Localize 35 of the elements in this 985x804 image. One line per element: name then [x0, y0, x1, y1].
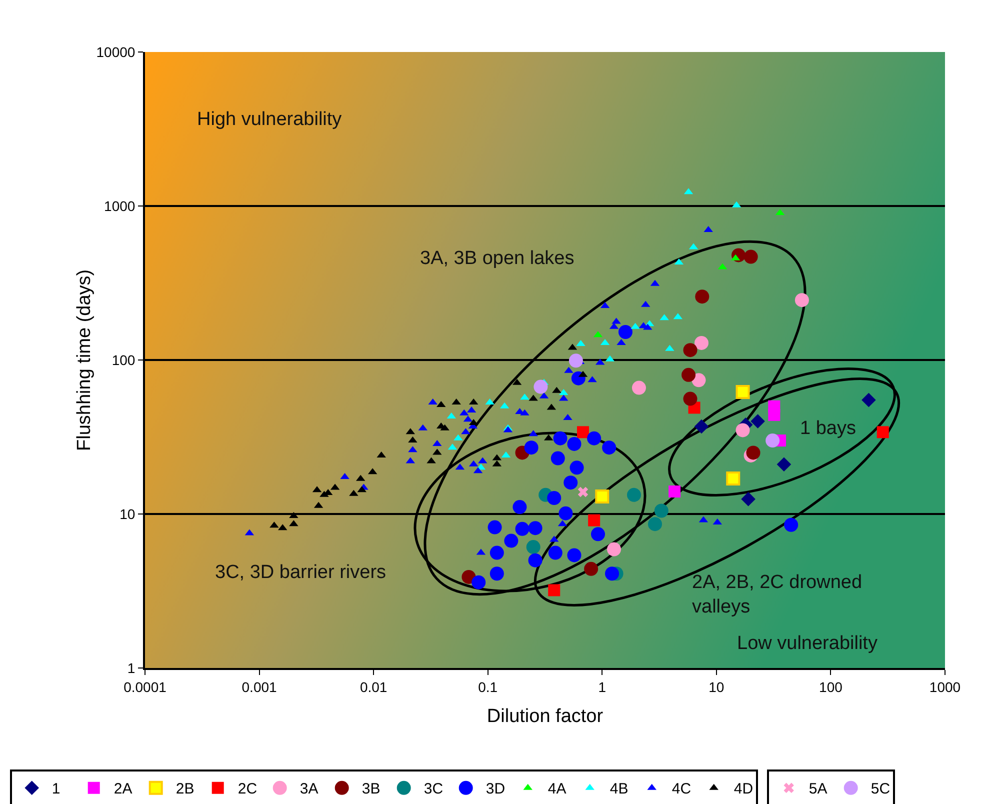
legend-label: 4A — [548, 780, 566, 798]
x-tick-label: 1000 — [929, 678, 961, 695]
x-tick-label: 0.01 — [360, 678, 388, 695]
annotation: Low vulnerability — [737, 633, 878, 654]
x-tick-label: 1 — [598, 678, 606, 695]
annotation: 1 bays — [800, 418, 856, 439]
legend-label: 2A — [114, 780, 132, 798]
legend-label: 1 — [52, 780, 60, 798]
legend-label: 4C — [672, 780, 692, 798]
y-tick-label: 100 — [112, 352, 136, 368]
legend-label: 3B — [362, 780, 380, 798]
x-tick-label: 0.001 — [242, 678, 278, 695]
legend-label: 4D — [734, 780, 754, 798]
y-tick-label: 10000 — [96, 44, 136, 60]
legend-label: 3C — [424, 780, 444, 798]
x-tick-label: 10 — [708, 678, 724, 695]
y-tick-label: 10 — [120, 506, 136, 522]
y-tick-label: 1 — [127, 660, 136, 676]
legend-label: 3D — [486, 780, 506, 798]
y-tick-label: 1000 — [104, 198, 136, 214]
x-tick-label: 0.0001 — [124, 678, 167, 695]
annotation: 3A, 3B open lakes — [420, 248, 574, 269]
annotation: 3C, 3D barrier rivers — [215, 562, 386, 583]
annotation: 2A, 2B, 2C drowned valleys — [692, 572, 862, 618]
legend-label: 5A — [808, 780, 828, 798]
annotation: High vulnerability — [197, 109, 342, 130]
legend-label: 2B — [176, 780, 194, 798]
legend-label: 4B — [610, 780, 628, 798]
legend-label: 5C — [870, 780, 890, 798]
legend-label: 3A — [300, 780, 318, 798]
x-axis-title: Dilution factor — [486, 706, 604, 728]
legend-label: 2C — [238, 780, 258, 798]
x-tick-label: 0.1 — [478, 678, 498, 695]
x-tick-label: 100 — [819, 678, 843, 695]
y-axis-title: Flushhing time (days) — [74, 269, 95, 451]
